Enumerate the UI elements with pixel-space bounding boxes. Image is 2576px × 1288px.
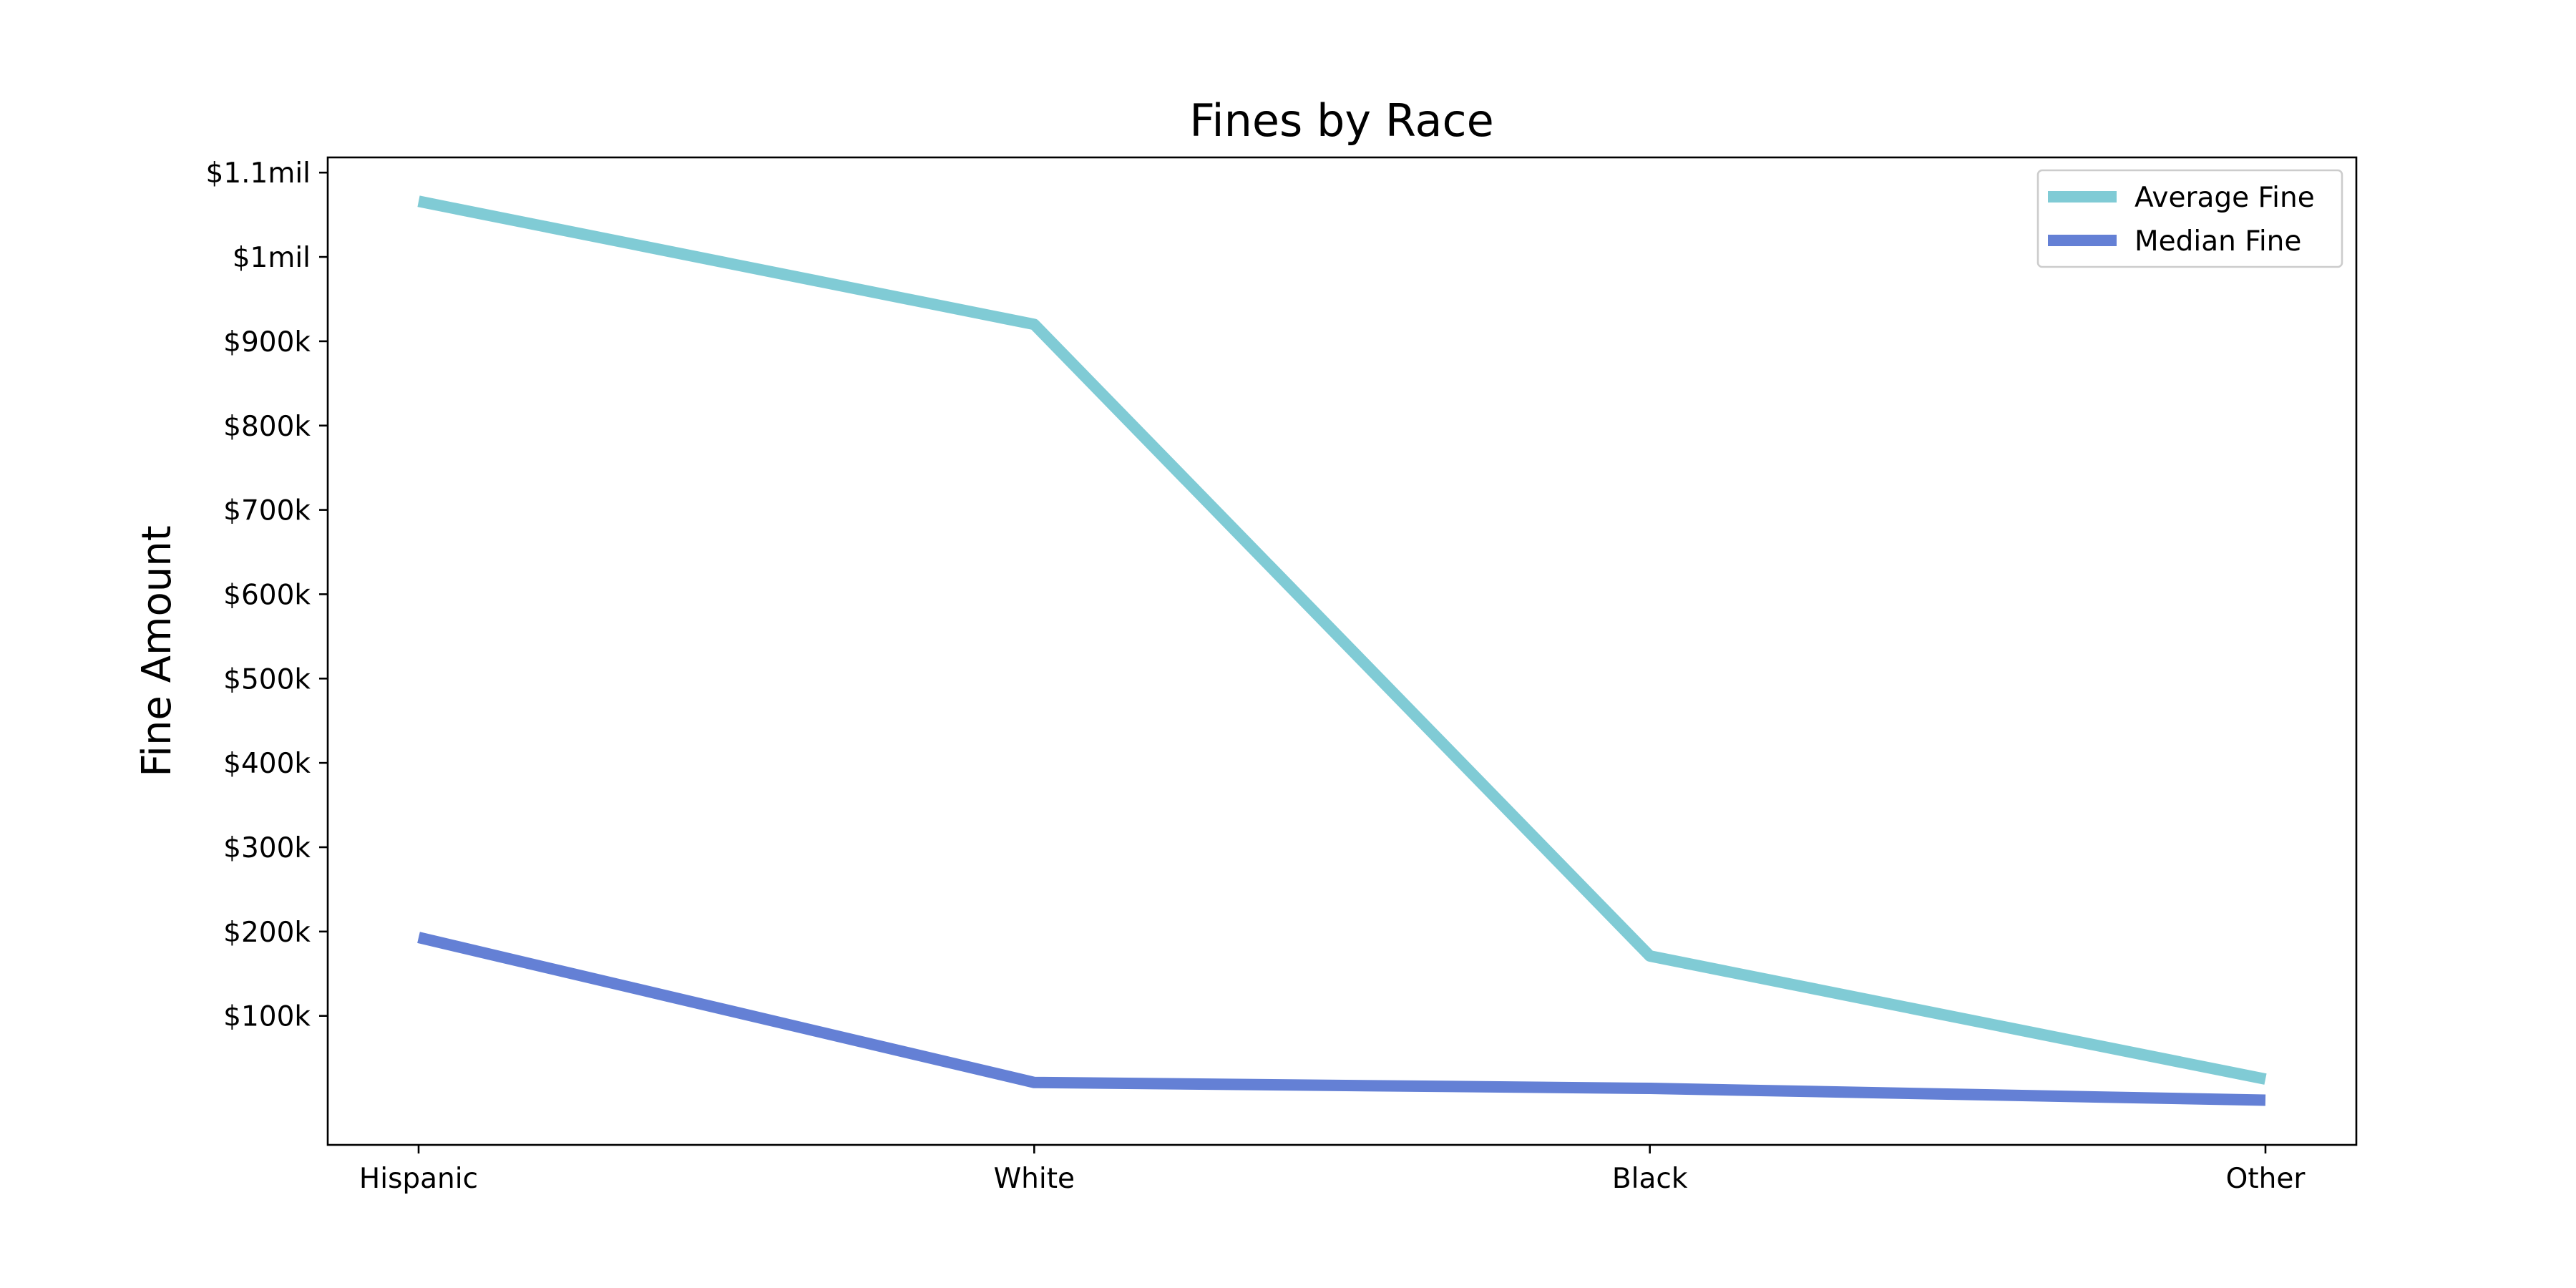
x-tick-label: Hispanic <box>359 1163 478 1195</box>
series-line-median-fine <box>417 932 2266 1106</box>
series-line-average-fine <box>417 195 2267 1085</box>
legend: Average Fine Median Fine <box>2036 169 2343 268</box>
y-tick-label: $900k <box>223 326 311 358</box>
x-tick-label: White <box>994 1163 1075 1195</box>
y-axis-ticks: $100k $200k $300k $400k $500k $600k $700k $800k… <box>206 157 328 1033</box>
y-tick-label: $300k <box>223 832 311 864</box>
chart-title: Fines by Race <box>1189 94 1494 147</box>
y-tick-label: $800k <box>223 411 311 443</box>
y-tick-label: $700k <box>223 495 311 527</box>
y-tick-label: $200k <box>223 917 311 949</box>
y-axis-label: Fine Amount <box>134 525 180 777</box>
y-tick-label: $1mil <box>233 242 311 274</box>
x-tick-label: Other <box>2226 1163 2306 1195</box>
legend-label: Median Fine <box>2135 225 2301 258</box>
legend-label: Average Fine <box>2135 182 2315 214</box>
plot-area-frame <box>326 156 2358 1146</box>
x-tick-label: Black <box>1612 1163 1688 1195</box>
y-tick-label: $100k <box>223 1001 311 1033</box>
y-tick-label: $1.1mil <box>206 157 311 190</box>
y-tick-label: $600k <box>223 579 311 611</box>
y-tick-label: $500k <box>223 663 311 696</box>
series-lines <box>417 195 2267 1106</box>
y-tick-label: $400k <box>223 748 311 780</box>
x-axis-ticks: Hispanic White Black Other <box>359 1145 2306 1195</box>
